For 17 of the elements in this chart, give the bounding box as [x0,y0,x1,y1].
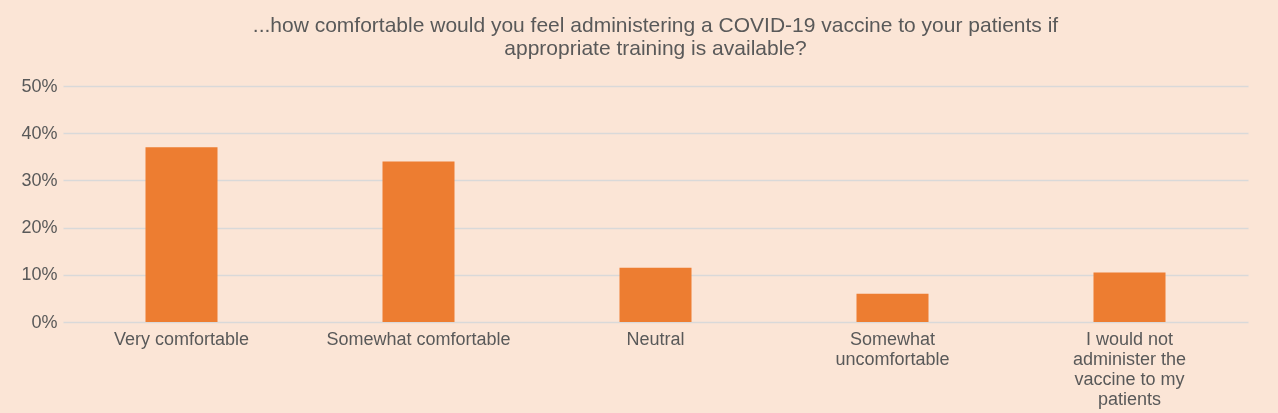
bar [382,161,455,322]
y-tick-label: 40% [21,122,58,143]
x-tick-label: Somewhat uncomfortable [835,328,950,369]
y-tick-label: 50% [21,75,58,96]
bar [1093,272,1166,322]
y-tick-label: 0% [31,311,58,332]
bar [619,267,692,322]
bar [145,147,218,322]
x-tick-label: Neutral [626,328,685,349]
x-tick-label: I would not administer the vaccine to my patients [1072,328,1187,409]
chart-title: ...how comfortable would you feel administering a COVID-19 vaccine to your patients if appropriate training is available? [252,13,1059,59]
x-tick-label: Very comfortable [113,328,250,349]
y-tick-label: 10% [21,264,58,285]
y-tick-label: 20% [21,217,58,238]
y-tick-label: 30% [21,169,58,190]
x-tick-label: Somewhat comfortable [326,328,511,349]
bar [856,293,929,322]
